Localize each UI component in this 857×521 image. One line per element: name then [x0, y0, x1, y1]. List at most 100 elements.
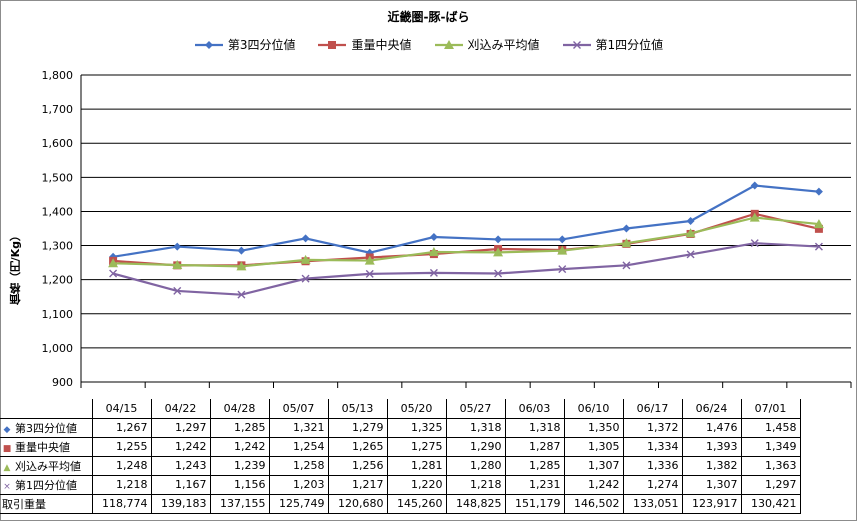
table-cell: 125,749: [268, 493, 329, 514]
x-tick-label: 05/07: [268, 399, 329, 419]
legend-key-icon: ▲: [3, 462, 11, 473]
data-point: [750, 239, 759, 248]
table-cell: 1,287: [504, 436, 565, 457]
data-point: [686, 216, 695, 225]
table-cell: 1,285: [504, 455, 565, 476]
table-cell: 1,274: [622, 474, 683, 495]
legend-label: 第3四分位値: [227, 38, 296, 52]
series-line-3: [113, 216, 820, 268]
legend-label: 刈込み平均値: [467, 38, 540, 52]
data-point: [173, 242, 182, 251]
legend-swatch: [318, 40, 347, 49]
table-cell: 1,281: [386, 455, 447, 476]
data-point: [622, 261, 631, 270]
row-label-text: 第1四分位値: [15, 478, 77, 492]
data-point: [237, 290, 246, 299]
table-cell: 1,325: [386, 417, 447, 438]
legend-label: 第1四分位値: [595, 38, 664, 52]
table-cell: 1,307: [681, 474, 742, 495]
row-label: ▲ 刈込み平均値: [0, 455, 93, 476]
table-cell: 1,363: [740, 455, 801, 476]
data-point: [558, 265, 567, 274]
table-cell: 1,218: [91, 474, 152, 495]
y-tick-label: 900: [52, 376, 73, 389]
legend-item: 刈込み平均値: [434, 36, 540, 53]
table-cell: 1,297: [150, 417, 211, 438]
table-cell: 1,321: [268, 417, 329, 438]
data-point: [428, 247, 439, 257]
table-cell: 1,349: [740, 436, 801, 457]
data-point: [301, 234, 310, 243]
legend-swatch: [434, 39, 463, 49]
table-cell: 1,203: [268, 474, 329, 495]
data-point: [686, 250, 695, 259]
data-point: [494, 269, 503, 278]
x-tick-label: 06/24: [681, 399, 742, 419]
table-cell: 1,280: [445, 455, 506, 476]
data-point: [108, 258, 119, 268]
legend-item: 重量中央値: [317, 36, 412, 53]
table-row: 取引重量 118,774 139,183 137,155 125,749 120,680 1…: [0, 493, 801, 514]
data-point: [172, 259, 183, 269]
table-cell: 130,421: [740, 493, 801, 514]
series-line-4: [112, 242, 819, 296]
data-point: [622, 224, 631, 233]
data-point: [109, 269, 118, 278]
table-cell: 1,476: [681, 417, 742, 438]
legend-item: 第3四分位値: [194, 36, 296, 53]
legend-key-icon: ◆: [3, 424, 11, 435]
table-cell: 133,051: [622, 493, 683, 514]
row-label-text: 重量中央値: [15, 440, 70, 454]
table-cell: 1,279: [327, 417, 388, 438]
data-point: [236, 261, 247, 271]
legend-label: 重量中央値: [351, 38, 412, 52]
data-point: [813, 219, 824, 229]
table-cell: 1,265: [327, 436, 388, 457]
row-label-text: 取引重量: [2, 497, 46, 511]
table-cell: 1,393: [681, 436, 742, 457]
data-table: 04/15 04/22 04/28 05/07 05/13 05/20 05/27 06/03…: [0, 399, 801, 514]
legend: 第3四分位値 重量中央値 刈込み平均値 第1四分位値: [0, 36, 857, 53]
data-point: [237, 246, 246, 255]
data-point: [494, 235, 503, 244]
table-cell: 1,318: [504, 417, 565, 438]
y-tick-label: 1,400: [42, 205, 74, 218]
row-label: ■ 重量中央値: [0, 436, 93, 457]
table-cell: 1,350: [563, 417, 624, 438]
table-cell: 1,248: [91, 455, 152, 476]
data-point: [557, 245, 568, 255]
legend-item: 第1四分位値: [562, 36, 664, 53]
table-corner: [0, 399, 93, 419]
y-tick-label: 1,100: [42, 308, 74, 321]
table-cell: 1,256: [327, 455, 388, 476]
table-cell: 1,217: [327, 474, 388, 495]
table-row: ◆ 第3四分位値 1,267 1,297 1,285 1,321 1,279 1,325 1,3…: [0, 417, 801, 438]
data-point: [749, 212, 760, 222]
table-cell: 1,239: [209, 455, 270, 476]
table-cell: 1,242: [150, 436, 211, 457]
table-cell: 1,243: [150, 455, 211, 476]
series-line-1: [112, 184, 820, 258]
data-point: [173, 286, 182, 295]
table-cell: 1,307: [563, 455, 624, 476]
table-cell: 1,382: [681, 455, 742, 476]
x-tick-label: 04/28: [209, 399, 270, 419]
y-tick-label: 1,000: [42, 342, 74, 355]
line-chart: 900 1,000 1,100 1,200 1,300 1,400 1,500 1,600 1,…: [42, 69, 852, 389]
data-point: [814, 242, 823, 251]
table-cell: 1,242: [563, 474, 624, 495]
data-point: [429, 268, 438, 277]
table-cell: 139,183: [150, 493, 211, 514]
y-tick-label: 1,700: [42, 103, 74, 116]
table-cell: 1,275: [386, 436, 447, 457]
table-cell: 1,334: [622, 436, 683, 457]
data-point: [365, 248, 374, 257]
table-cell: 1,156: [209, 474, 270, 495]
table-cell: 1,242: [209, 436, 270, 457]
table-cell: 1,290: [445, 436, 506, 457]
data-point: [493, 247, 504, 257]
table-cell: 1,318: [445, 417, 506, 438]
data-point: [750, 181, 759, 190]
table-cell: 1,258: [268, 455, 329, 476]
legend-key-icon: ×: [3, 481, 11, 492]
